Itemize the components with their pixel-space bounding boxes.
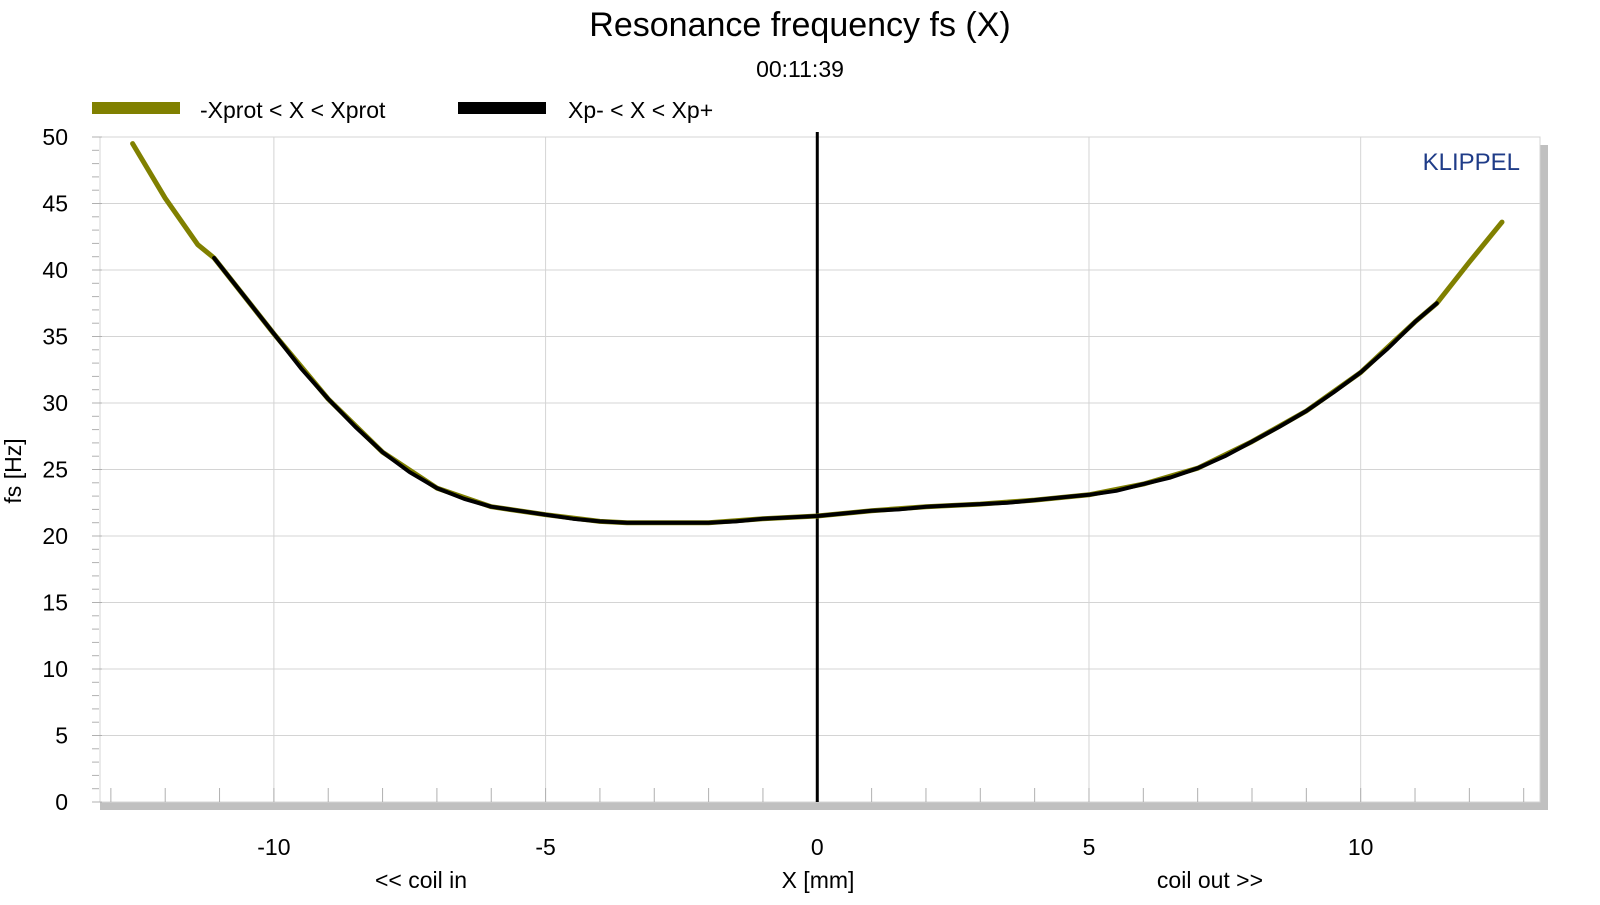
x-tick-label: 10 bbox=[1348, 834, 1374, 860]
x-axis-label-right: coil out >> bbox=[1157, 867, 1263, 893]
plot-shadow-bottom bbox=[100, 802, 1548, 810]
y-tick-label: 30 bbox=[42, 390, 68, 416]
x-axis-label: X [mm] bbox=[782, 867, 855, 893]
y-tick-label: 5 bbox=[55, 723, 68, 749]
y-axis-ticks: 0 5 10 15 20 25 30 35 40 45 50 bbox=[42, 124, 68, 815]
y-tick-label: 25 bbox=[42, 457, 68, 483]
y-tick-label: 10 bbox=[42, 656, 68, 682]
klippel-watermark: KLIPPEL bbox=[1423, 149, 1520, 176]
series-line-1 bbox=[212, 256, 1439, 525]
legend-swatch-xp bbox=[458, 102, 546, 114]
legend-label-xp: Xp- < X < Xp+ bbox=[568, 97, 713, 123]
y-tick-label: 15 bbox=[42, 590, 68, 616]
x-axis-label-left: << coil in bbox=[375, 867, 467, 893]
x-axis-ticks: -10 -5 0 5 10 bbox=[257, 834, 1373, 860]
chart-title: Resonance frequency fs (X) bbox=[589, 6, 1010, 44]
y-tick-label: 45 bbox=[42, 191, 68, 217]
legend-label-xprot: -Xprot < X < Xprot bbox=[200, 97, 386, 123]
data-series bbox=[130, 141, 1505, 526]
x-tick-label: 5 bbox=[1083, 834, 1096, 860]
chart-subtitle: 00:11:39 bbox=[756, 56, 844, 82]
plot-shadow-right bbox=[1540, 145, 1548, 810]
y-tick-label: 50 bbox=[42, 124, 68, 150]
x-tick-label: 0 bbox=[811, 834, 824, 860]
x-tick-label: -5 bbox=[535, 834, 555, 860]
y-tick-label: 40 bbox=[42, 257, 68, 283]
y-tick-label: 35 bbox=[42, 324, 68, 350]
y-axis-label: fs [Hz] bbox=[0, 438, 26, 503]
y-tick-label: 0 bbox=[55, 789, 68, 815]
minor-ticks bbox=[92, 136, 1525, 803]
legend-swatch-xprot bbox=[92, 102, 180, 114]
y-tick-label: 20 bbox=[42, 523, 68, 549]
x-tick-label: -10 bbox=[257, 834, 290, 860]
